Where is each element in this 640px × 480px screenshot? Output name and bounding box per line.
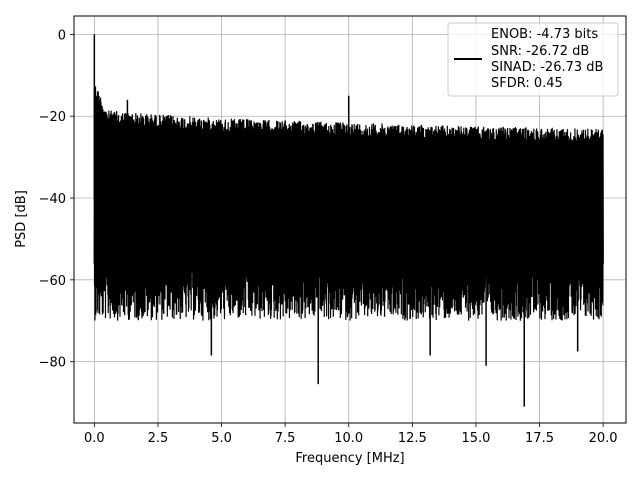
x-axis: 0.0 2.5 5.0 7.5 10.0 12.5 15.0 17.5 20.0 <box>84 423 618 446</box>
x-tick-label: 7.5 <box>275 431 296 446</box>
legend-box <box>447 22 619 97</box>
y-tick-label: −20 <box>39 110 66 125</box>
x-axis-label: Frequency [MHz] <box>295 451 404 466</box>
y-axis-label: PSD [dB] <box>14 190 29 248</box>
legend: ENOB: -4.73 bits SNR: -26.72 dB SINAD: -… <box>447 22 619 97</box>
y-tick-label: −40 <box>39 192 66 207</box>
plot-frame <box>73 15 627 424</box>
x-tick-label: 12.5 <box>398 431 427 446</box>
y-axis: 0 −20 −40 −60 −80 <box>39 28 74 371</box>
y-tick-label: −80 <box>39 356 66 371</box>
x-tick-label: 0.0 <box>84 431 105 446</box>
x-tick-label: 5.0 <box>211 431 232 446</box>
legend-line-2: SNR: -26.72 dB <box>491 44 589 59</box>
series-psd <box>93 34 604 407</box>
x-tick-label: 15.0 <box>461 431 490 446</box>
x-tick-label: 20.0 <box>589 431 618 446</box>
x-tick-label: 2.5 <box>148 431 169 446</box>
legend-line-3: SINAD: -26.73 dB <box>491 60 603 75</box>
y-tick-label: −60 <box>39 274 66 289</box>
psd-trace-core <box>93 95 604 264</box>
legend-line-1: ENOB: -4.73 bits <box>491 27 598 42</box>
legend-line-4: SFDR: 0.45 <box>491 76 563 91</box>
x-tick-label: 17.5 <box>525 431 554 446</box>
x-tick-label: 10.0 <box>334 431 363 446</box>
y-tick-label: 0 <box>58 28 66 43</box>
